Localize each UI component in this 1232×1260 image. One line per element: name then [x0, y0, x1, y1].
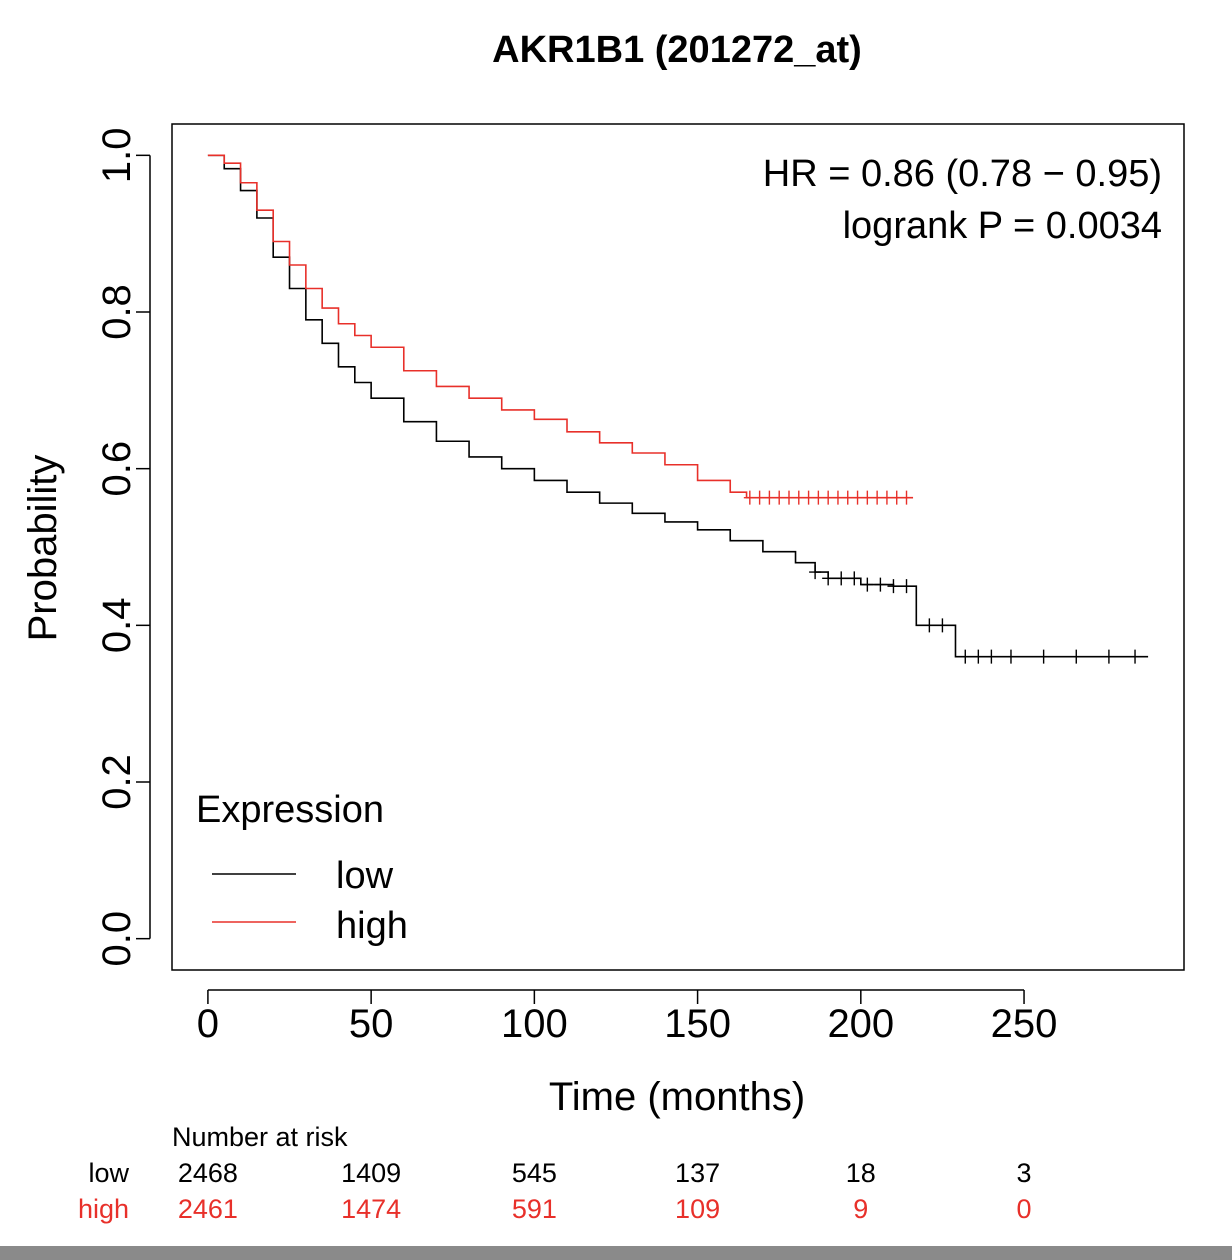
risk-cell-high: 591	[512, 1194, 557, 1224]
risk-cell-high: 2461	[178, 1194, 238, 1224]
risk-cell-low: 137	[675, 1158, 720, 1188]
censor-mark-low	[1037, 649, 1050, 664]
censor-mark-low	[809, 565, 822, 580]
censor-mark-low	[1129, 649, 1142, 664]
risk-cells: 2468 1409 545 137 18 3 2461 1474 591 109 9 0	[178, 1158, 1032, 1224]
series-line-low	[207, 154, 1149, 658]
censor-mark-low	[1070, 649, 1083, 664]
y-tick-label: 0.0	[95, 911, 139, 967]
risk-cell-high: 0	[1017, 1194, 1032, 1224]
risk-row-label-high: high	[78, 1194, 129, 1224]
risk-cell-low: 2468	[178, 1158, 238, 1188]
censor-mark-low	[861, 577, 874, 592]
risk-cell-low: 18	[846, 1158, 876, 1188]
plot-frame	[171, 123, 1185, 971]
risk-cell-low: 3	[1017, 1158, 1032, 1188]
censor-mark-low	[959, 649, 972, 664]
x-tick-label: 0	[197, 1002, 219, 1046]
risk-cell-high: 9	[853, 1194, 868, 1224]
x-tick-label: 200	[827, 1002, 894, 1046]
risk-table: Number at risk low high 2468 1409 545 137 18…	[78, 1122, 1032, 1224]
x-axis: 0 50 100 150 200 250	[197, 989, 1058, 1046]
logrank-annotation: logrank P = 0.0034	[843, 205, 1162, 247]
censor-mark-low	[1102, 649, 1115, 664]
y-tick-label: 0.4	[95, 598, 139, 654]
y-axis: 0.0 0.2 0.4 0.6 0.8 1.0	[95, 128, 151, 967]
legend: Expression low high	[196, 789, 408, 947]
y-tick-label: 0.6	[95, 441, 139, 497]
censor-mark-low	[936, 618, 949, 633]
legend-title: Expression	[196, 789, 384, 831]
risk-table-title: Number at risk	[172, 1122, 348, 1152]
legend-label-high: high	[336, 905, 408, 947]
y-tick-label: 0.8	[95, 284, 139, 340]
x-axis-label: Time (months)	[549, 1075, 805, 1119]
x-tick-label: 100	[501, 1002, 568, 1046]
risk-cell-low: 545	[512, 1158, 557, 1188]
legend-label-low: low	[336, 855, 394, 897]
censor-mark-low	[874, 577, 887, 592]
censor-mark-low	[822, 571, 835, 586]
x-tick-label: 250	[991, 1002, 1058, 1046]
risk-cell-low: 1409	[341, 1158, 401, 1188]
chart-title: AKR1B1 (201272_at)	[492, 29, 862, 71]
censor-mark-low	[923, 618, 936, 633]
risk-cell-high: 1474	[341, 1194, 401, 1224]
censor-mark-low	[985, 649, 998, 664]
censor-mark-low	[1004, 649, 1017, 664]
hr-annotation: HR = 0.86 (0.78 − 0.95)	[763, 153, 1162, 195]
censor-mark-low	[972, 649, 985, 664]
censor-mark-low	[835, 571, 848, 586]
y-axis-label: Probability	[21, 455, 65, 642]
censor-mark-low	[900, 579, 913, 594]
censor-mark-low	[848, 571, 861, 586]
risk-row-label-low: low	[88, 1158, 129, 1188]
y-tick-label: 0.2	[95, 754, 139, 810]
risk-cell-high: 109	[675, 1194, 720, 1224]
series-line-high	[207, 154, 914, 499]
x-tick-label: 50	[349, 1002, 394, 1046]
x-tick-label: 150	[664, 1002, 731, 1046]
series-layer	[207, 154, 1149, 664]
censor-mark-high	[900, 490, 913, 505]
y-tick-label: 1.0	[95, 128, 139, 184]
censor-mark-low	[887, 579, 900, 594]
window-bottom-bar	[0, 1246, 1232, 1260]
